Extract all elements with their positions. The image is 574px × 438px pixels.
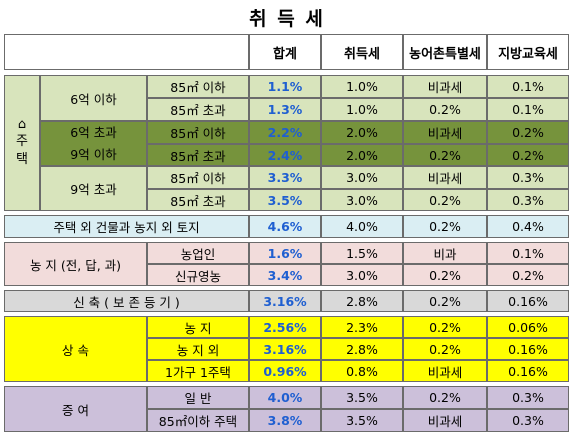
housing-label-char-1: 주 bbox=[16, 134, 28, 149]
rate-education: 0.2% bbox=[487, 264, 569, 286]
gift-sub-label: 일 반 bbox=[147, 386, 249, 409]
rate-education: 0.1% bbox=[487, 242, 569, 264]
rate-total: 2.4% bbox=[249, 144, 321, 166]
rate-acquisition: 3.0% bbox=[321, 166, 403, 189]
farmland-sub-label: 신규영농 bbox=[147, 264, 249, 286]
rate-total: 3.5% bbox=[249, 189, 321, 211]
rate-acquisition: 0.8% bbox=[321, 360, 403, 382]
farmland-label: 농 지 (전, 답, 과) bbox=[4, 242, 147, 286]
rate-total: 0.96% bbox=[249, 360, 321, 382]
rate-rural: 비과세 bbox=[403, 121, 487, 144]
rate-rural: 0.2% bbox=[403, 338, 487, 360]
rate-acquisition: 2.0% bbox=[321, 144, 403, 166]
rate-acquisition: 3.5% bbox=[321, 386, 403, 409]
housing-size-label: 85㎡ 이하 bbox=[147, 75, 249, 98]
header-total: 합계 bbox=[249, 34, 321, 70]
housing-tier1-label: 6억 이하 bbox=[40, 75, 147, 121]
rate-rural: 0.2% bbox=[403, 144, 487, 166]
housing-label-char-2: 택 bbox=[16, 152, 28, 167]
housing-tier2-label: 6억 초과 9억 이하 bbox=[40, 121, 147, 166]
rate-acquisition: 2.8% bbox=[321, 338, 403, 360]
rate-total: 1.6% bbox=[249, 242, 321, 264]
rate-acquisition: 2.8% bbox=[321, 290, 403, 312]
house-icon: ⌂ bbox=[17, 117, 27, 132]
rate-total: 3.16% bbox=[249, 338, 321, 360]
rate-rural: 비과세 bbox=[403, 409, 487, 432]
housing-section-label: ⌂ 주 택 bbox=[4, 75, 40, 211]
rate-education: 0.06% bbox=[487, 316, 569, 338]
rate-education: 0.3% bbox=[487, 386, 569, 409]
inheritance-label: 상 속 bbox=[4, 316, 147, 382]
rate-total: 2.2% bbox=[249, 121, 321, 144]
rate-education: 0.2% bbox=[487, 144, 569, 166]
housing-tier3-label: 9억 초과 bbox=[40, 166, 147, 211]
rate-rural: 0.2% bbox=[403, 386, 487, 409]
rate-rural: 0.2% bbox=[403, 98, 487, 121]
rate-education: 0.3% bbox=[487, 409, 569, 432]
rate-education: 0.16% bbox=[487, 338, 569, 360]
rate-acquisition: 2.3% bbox=[321, 316, 403, 338]
rate-education: 0.1% bbox=[487, 75, 569, 98]
rate-total: 3.3% bbox=[249, 166, 321, 189]
housing-tier2-label-line2: 9억 이하 bbox=[70, 146, 117, 162]
rate-rural: 0.2% bbox=[403, 264, 487, 286]
rate-total: 3.16% bbox=[249, 290, 321, 312]
housing-size-label: 85㎡ 이하 bbox=[147, 121, 249, 144]
page-title: 취 득 세 bbox=[249, 8, 325, 30]
housing-size-label: 85㎡ 초과 bbox=[147, 98, 249, 121]
rate-total: 4.6% bbox=[249, 215, 321, 238]
rate-education: 0.3% bbox=[487, 166, 569, 189]
rate-acquisition: 3.5% bbox=[321, 409, 403, 432]
rate-acquisition: 3.0% bbox=[321, 264, 403, 286]
header-local-education-tax: 지방교육세 bbox=[487, 34, 569, 70]
tax-table: 합계 취득세 농어촌특별세 지방교육세 ⌂ 주 택 6억 이하 85㎡ 이하 1… bbox=[4, 34, 569, 434]
gift-label: 증 여 bbox=[4, 386, 147, 432]
rate-total: 2.56% bbox=[249, 316, 321, 338]
rate-rural: 비과세 bbox=[403, 75, 487, 98]
rate-total: 3.8% bbox=[249, 409, 321, 432]
rate-acquisition: 2.0% bbox=[321, 121, 403, 144]
rate-education: 0.1% bbox=[487, 98, 569, 121]
farmland-sub-label: 농업인 bbox=[147, 242, 249, 264]
rate-rural: 0.2% bbox=[403, 316, 487, 338]
rate-total: 1.1% bbox=[249, 75, 321, 98]
rate-rural: 0.2% bbox=[403, 290, 487, 312]
rate-acquisition: 4.0% bbox=[321, 215, 403, 238]
rate-education: 0.3% bbox=[487, 189, 569, 211]
rate-acquisition: 1.0% bbox=[321, 98, 403, 121]
inheritance-sub-label: 농 지 외 bbox=[147, 338, 249, 360]
rate-education: 0.4% bbox=[487, 215, 569, 238]
rate-acquisition: 3.0% bbox=[321, 189, 403, 211]
header-rural-special-tax: 농어촌특별세 bbox=[403, 34, 487, 70]
new-build-label: 신 축 ( 보 존 등 기 ) bbox=[4, 290, 249, 312]
rate-total: 1.3% bbox=[249, 98, 321, 121]
rate-education: 0.16% bbox=[487, 290, 569, 312]
inheritance-sub-label: 1가구 1주택 bbox=[147, 360, 249, 382]
housing-size-label: 85㎡ 초과 bbox=[147, 144, 249, 166]
gift-sub-label: 85㎡이하 주택 bbox=[147, 409, 249, 432]
housing-size-label: 85㎡ 초과 bbox=[147, 189, 249, 211]
rate-rural: 비과 bbox=[403, 242, 487, 264]
housing-tier2-label-line1: 6억 초과 bbox=[70, 124, 117, 140]
header-blank bbox=[4, 34, 249, 70]
other-building-label: 주택 외 건물과 농지 외 토지 bbox=[4, 215, 249, 238]
rate-acquisition: 1.0% bbox=[321, 75, 403, 98]
rate-rural: 비과세 bbox=[403, 166, 487, 189]
rate-acquisition: 1.5% bbox=[321, 242, 403, 264]
inheritance-sub-label: 농 지 bbox=[147, 316, 249, 338]
rate-rural: 0.2% bbox=[403, 189, 487, 211]
rate-education: 0.16% bbox=[487, 360, 569, 382]
housing-size-label: 85㎡ 이하 bbox=[147, 166, 249, 189]
rate-education: 0.2% bbox=[487, 121, 569, 144]
rate-total: 4.0% bbox=[249, 386, 321, 409]
rate-rural: 0.2% bbox=[403, 215, 487, 238]
header-acquisition-tax: 취득세 bbox=[321, 34, 403, 70]
rate-total: 3.4% bbox=[249, 264, 321, 286]
rate-rural: 비과세 bbox=[403, 360, 487, 382]
